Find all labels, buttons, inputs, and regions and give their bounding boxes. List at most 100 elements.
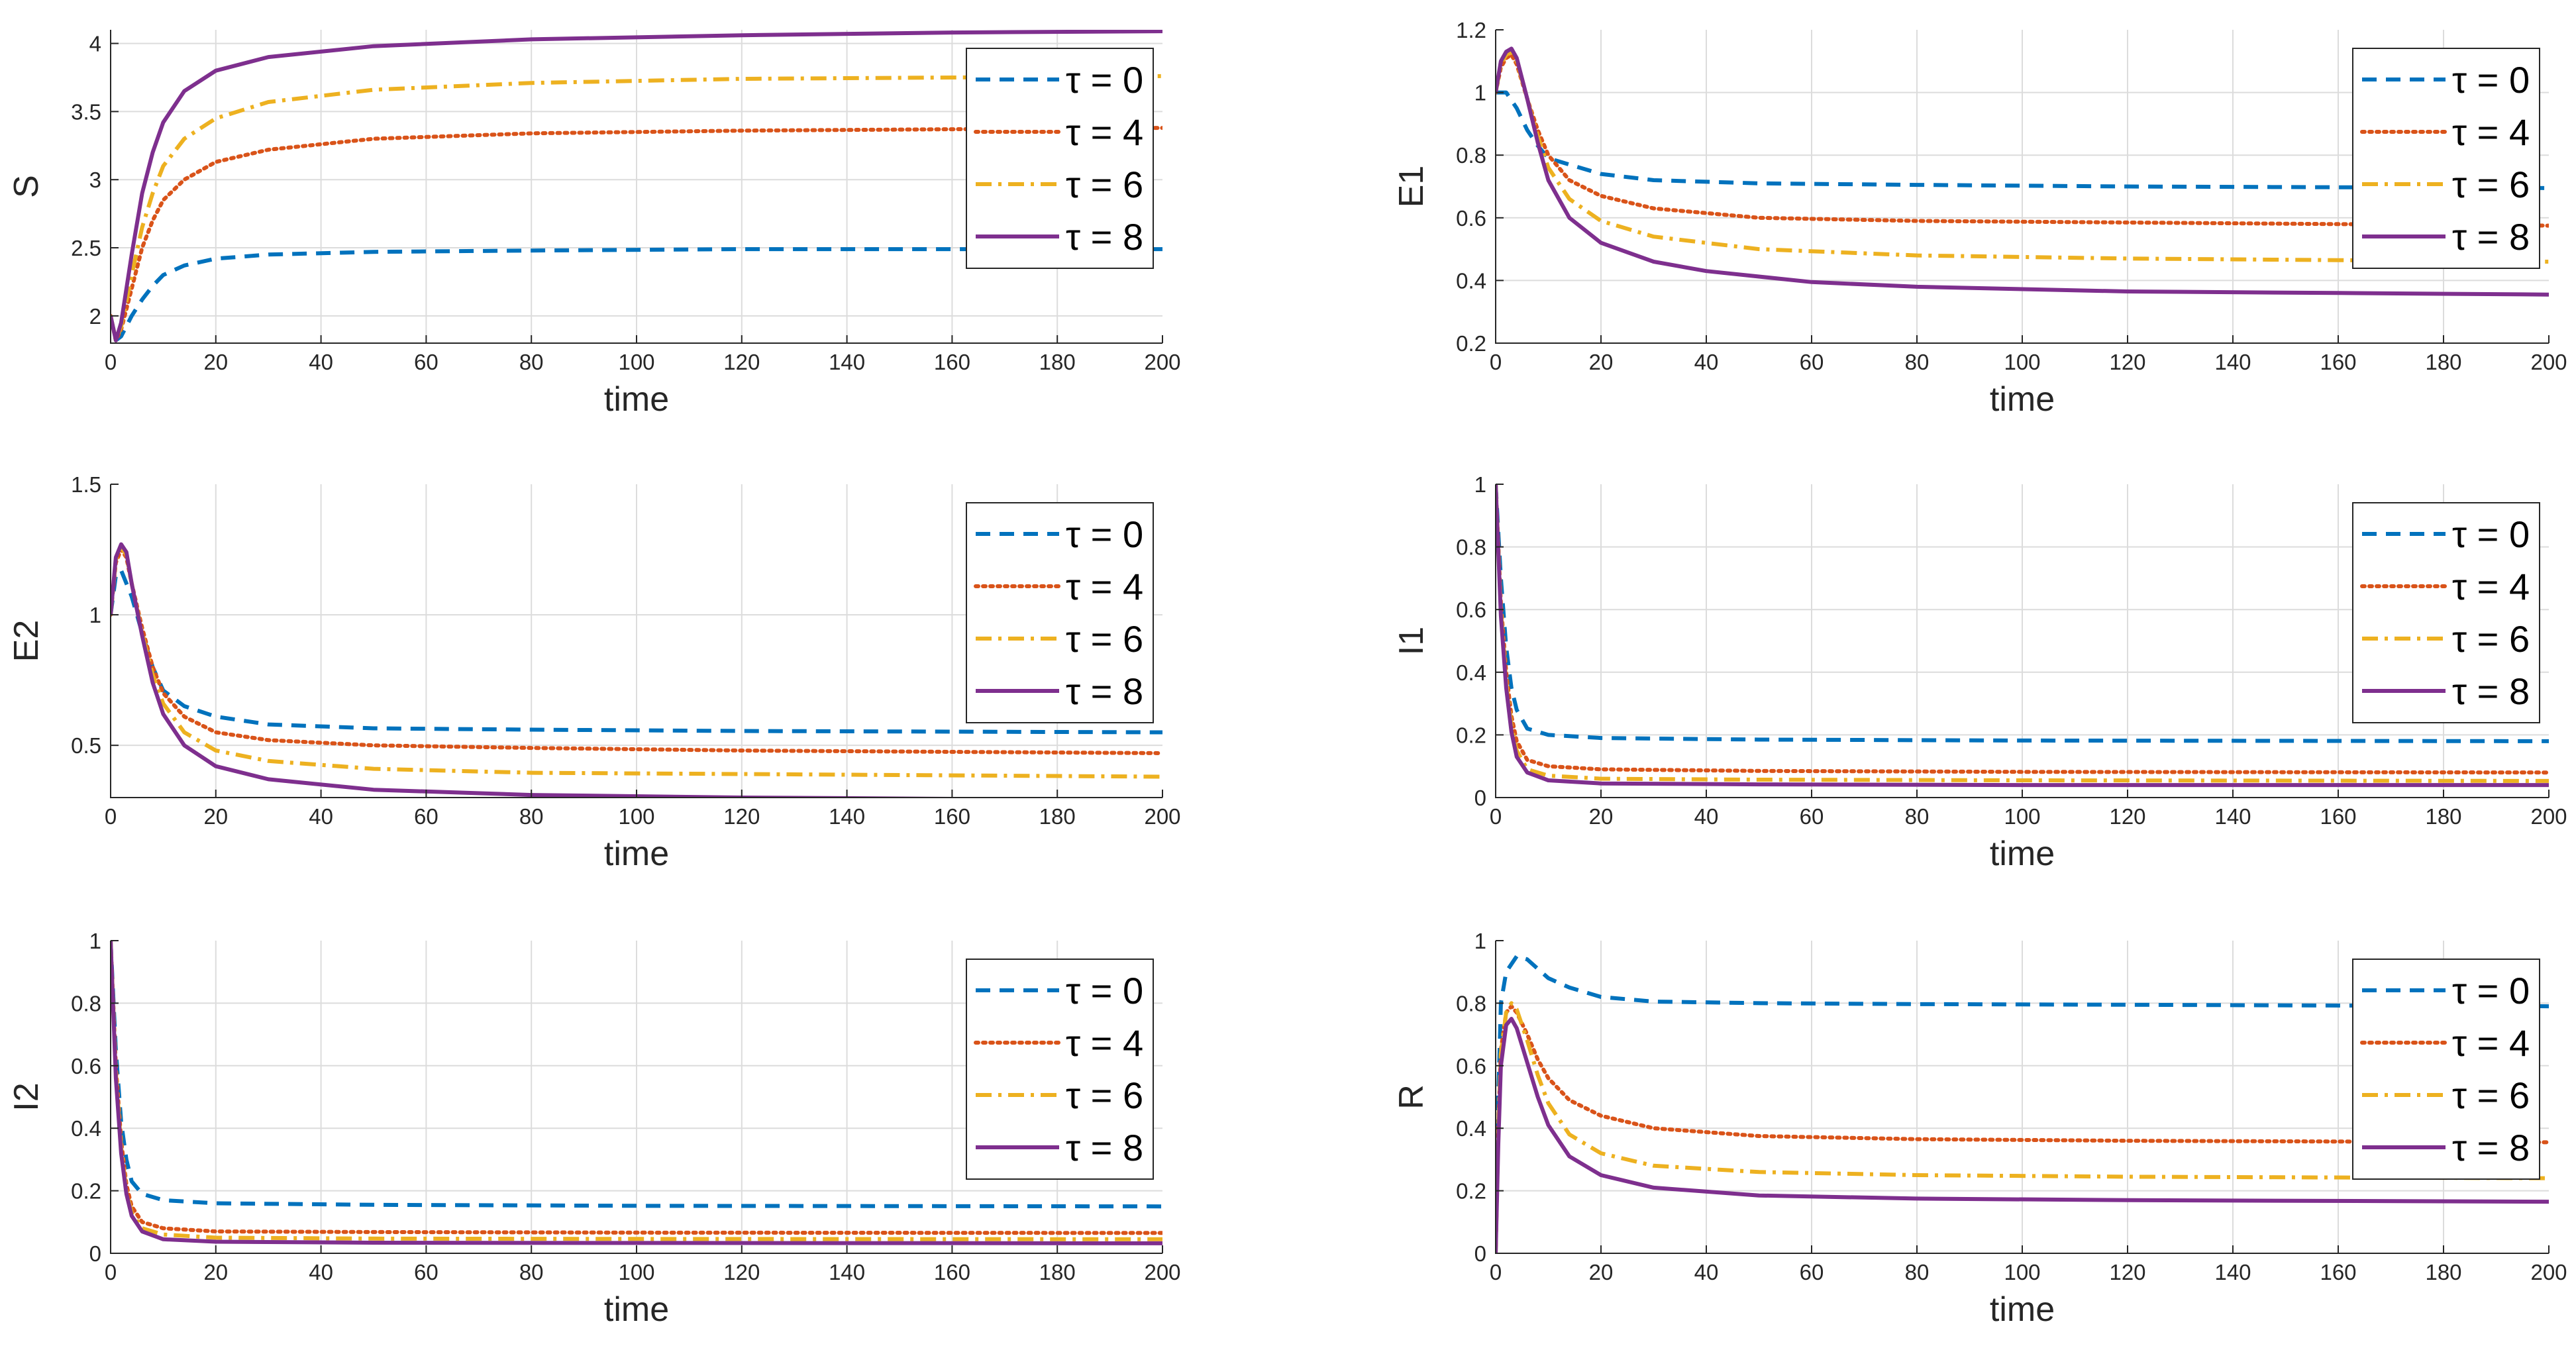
chart-panel-i2: 0 20 40 60 80 100 120 140 160 180 200 0 0.2 0.4 0.6 0.8…	[7, 929, 1181, 1329]
x-tick-label: 40	[1694, 1260, 1719, 1284]
x-tick-label: 140	[829, 1260, 865, 1284]
x-tick-label: 160	[2320, 350, 2356, 374]
chart-panel-e1: 0 20 40 60 80 100 120 140 160 180 200 0.2 0.4 0.6 0.8 1…	[1392, 18, 2567, 419]
x-axis-label: time	[604, 835, 669, 873]
x-tick-label: 60	[1800, 1260, 1824, 1284]
x-tick-label: 180	[2425, 1260, 2461, 1284]
legend-label-tau4: τ = 4	[1066, 111, 1143, 153]
chart-panel-e2: 0 20 40 60 80 100 120 140 160 180 200 0.5 1 1.5 time E2…	[7, 472, 1181, 873]
legend-label-tau4: τ = 4	[2452, 566, 2530, 607]
x-tick-label: 160	[2320, 1260, 2356, 1284]
x-tick-label: 180	[2425, 804, 2461, 829]
x-tick-label: 200	[2530, 350, 2567, 374]
series-line-tau0	[111, 568, 1162, 735]
legend-box	[966, 959, 1154, 1180]
y-tick-label: 0.4	[1456, 660, 1486, 685]
x-tick-label: 20	[203, 350, 228, 374]
y-tick-label: 0.5	[71, 733, 101, 758]
legend: τ = 0 τ = 4 τ = 6 τ = 8	[2352, 502, 2540, 723]
x-tick-label: 60	[414, 350, 438, 374]
y-tick-label: 0.6	[1456, 1054, 1486, 1078]
y-tick-label: 0.8	[1456, 143, 1486, 168]
x-tick-label: 180	[2425, 350, 2461, 374]
x-tick-label: 20	[203, 804, 228, 829]
series-line-tau8	[1496, 484, 2549, 788]
x-tick-label: 0	[105, 350, 117, 374]
x-tick-label: 20	[1589, 1260, 1614, 1284]
x-tick-label: 200	[2530, 804, 2567, 829]
series-line-tau0	[1496, 90, 2549, 190]
legend-label-tau4: τ = 4	[2452, 1022, 2530, 1064]
x-tick-label: 80	[519, 350, 544, 374]
x-tick-label: 160	[934, 1260, 970, 1284]
legend-box	[2352, 959, 2540, 1180]
x-tick-label: 200	[1144, 350, 1180, 374]
x-tick-label: 180	[1039, 804, 1076, 829]
y-axis-label: I2	[7, 1082, 46, 1111]
x-tick-label: 140	[2214, 804, 2251, 829]
x-tick-label: 0	[105, 1260, 117, 1284]
legend-label-tau8: τ = 8	[1066, 216, 1143, 258]
y-axis-label: S	[7, 175, 46, 198]
x-axis-label: time	[604, 380, 669, 419]
x-tick-label: 60	[414, 1260, 438, 1284]
legend-label-tau6: τ = 6	[2452, 1074, 2530, 1116]
x-tick-label: 40	[309, 804, 333, 829]
y-tick-label: 1	[1474, 81, 1486, 105]
series-line-tau8	[1496, 1017, 2549, 1253]
y-axis-label: E1	[1392, 166, 1431, 208]
x-tick-label: 180	[1039, 350, 1076, 374]
y-tick-label: 0.2	[71, 1179, 101, 1204]
y-tick-label: 1	[89, 929, 101, 953]
series-line-tau4	[1496, 484, 2549, 775]
x-tick-label: 120	[723, 804, 760, 829]
x-tick-label: 160	[934, 350, 970, 374]
y-tick-label: 1.5	[71, 472, 101, 497]
legend: τ = 0 τ = 4 τ = 6 τ = 8	[966, 502, 1154, 723]
legend-label-tau6: τ = 6	[2452, 164, 2530, 205]
y-tick-label: 0	[1474, 786, 1486, 810]
legend: τ = 0 τ = 4 τ = 6 τ = 8	[966, 959, 1154, 1180]
y-tick-label: 1	[1474, 472, 1486, 497]
legend-label-tau0: τ = 0	[2452, 513, 2530, 555]
y-tick-label: 3.5	[71, 99, 101, 124]
y-tick-label: 0	[1474, 1241, 1486, 1266]
legend-label-tau0: τ = 0	[2452, 59, 2530, 101]
legend-label-tau6: τ = 6	[1066, 164, 1143, 205]
series-group	[111, 30, 1162, 342]
series-line-tau6	[1496, 1001, 2549, 1253]
chart-panel-i1: 0 20 40 60 80 100 120 140 160 180 200 0 0.2 0.4 0.6 0.8…	[1392, 472, 2567, 873]
x-tick-label: 80	[1905, 1260, 1930, 1284]
legend-box	[2352, 48, 2540, 269]
x-axis-label: time	[604, 1290, 669, 1329]
x-tick-label: 100	[618, 804, 654, 829]
legend-box	[966, 502, 1154, 723]
x-tick-label: 140	[2214, 1260, 2251, 1284]
x-axis-label: time	[1990, 835, 2055, 873]
series-line-tau8	[1496, 46, 2549, 297]
legend-label-tau0: τ = 0	[1066, 59, 1143, 101]
x-tick-label: 140	[829, 804, 865, 829]
legend: τ = 0 τ = 4 τ = 6 τ = 8	[966, 48, 1154, 269]
series-group	[1496, 954, 2549, 1253]
x-tick-label: 80	[1905, 350, 1930, 374]
x-tick-label: 20	[1589, 804, 1614, 829]
series-group	[111, 542, 1162, 798]
series-line-tau0	[1496, 484, 2549, 743]
y-axis-label: E2	[7, 620, 46, 662]
x-tick-label: 100	[2004, 1260, 2040, 1284]
series-line-tau8	[111, 542, 1066, 798]
x-tick-label: 200	[1144, 1260, 1180, 1284]
legend: τ = 0 τ = 4 τ = 6 τ = 8	[2352, 48, 2540, 269]
x-tick-label: 120	[2109, 350, 2145, 374]
y-tick-label: 0.8	[1456, 535, 1486, 560]
legend-box	[2352, 502, 2540, 723]
y-tick-label: 1	[89, 603, 101, 627]
legend-label-tau8: τ = 8	[1066, 1127, 1143, 1169]
y-tick-label: 0.4	[1456, 268, 1486, 293]
series-line-tau8	[111, 941, 1162, 1245]
x-tick-label: 80	[519, 1260, 544, 1284]
legend-label-tau8: τ = 8	[1066, 670, 1143, 712]
series-group	[111, 941, 1162, 1245]
